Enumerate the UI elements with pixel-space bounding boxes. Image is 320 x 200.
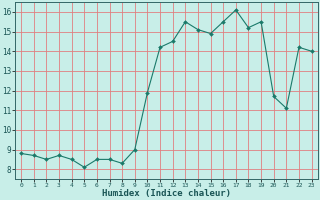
X-axis label: Humidex (Indice chaleur): Humidex (Indice chaleur) [102,189,231,198]
